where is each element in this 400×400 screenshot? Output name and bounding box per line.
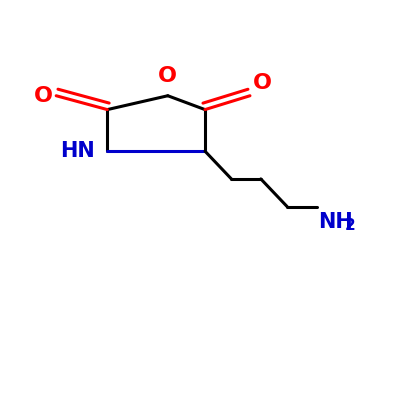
Text: O: O (253, 73, 272, 93)
Text: 2: 2 (344, 218, 355, 233)
Text: NH: NH (318, 212, 353, 232)
Text: O: O (158, 66, 177, 86)
Text: O: O (34, 86, 53, 106)
Text: HN: HN (60, 141, 95, 161)
